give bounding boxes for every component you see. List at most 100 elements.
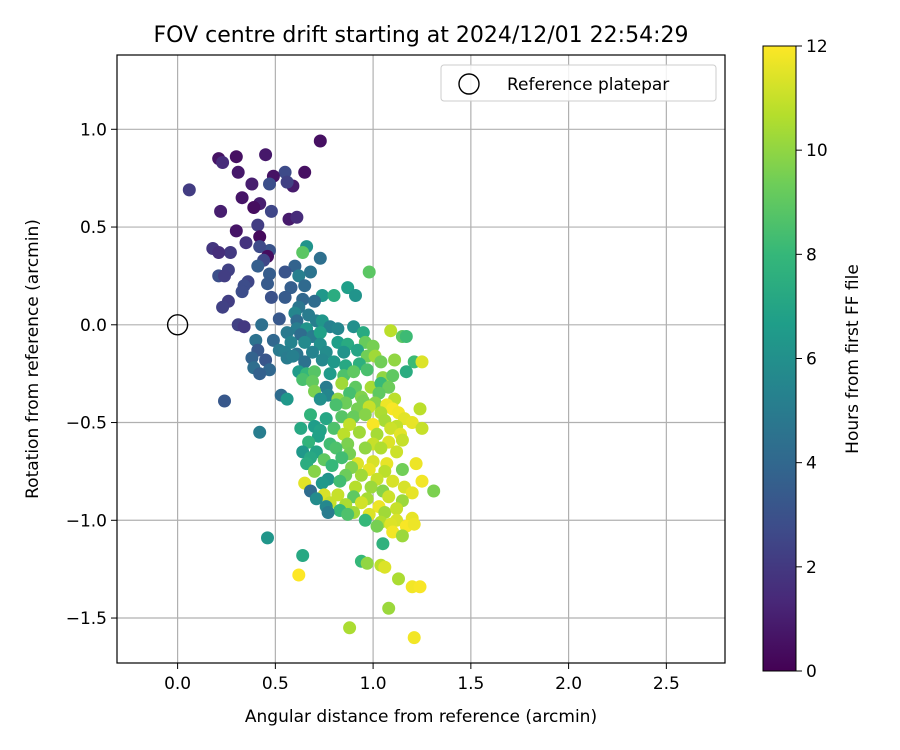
data-point bbox=[309, 492, 323, 506]
data-point bbox=[304, 408, 317, 422]
data-point bbox=[343, 418, 357, 431]
colorbar-label: Hours from first FF file bbox=[843, 264, 863, 454]
data-point bbox=[358, 408, 372, 422]
data-point bbox=[251, 218, 265, 232]
data-point bbox=[386, 369, 400, 383]
data-point bbox=[384, 324, 398, 338]
chart-title: FOV centre drift starting at 2024/12/01 … bbox=[154, 23, 689, 48]
data-point bbox=[358, 441, 372, 455]
legend: Reference platepar bbox=[440, 64, 717, 102]
x-tick-label: 0.0 bbox=[164, 674, 191, 694]
colorbar-tick-label: 12 bbox=[806, 37, 828, 57]
data-point bbox=[321, 506, 335, 519]
data-point bbox=[306, 375, 319, 388]
data-point bbox=[405, 416, 419, 429]
data-point bbox=[182, 183, 196, 197]
data-point bbox=[333, 474, 347, 488]
data-point bbox=[329, 441, 343, 455]
data-point bbox=[364, 480, 378, 494]
legend-reference-icon bbox=[458, 73, 480, 95]
data-point bbox=[331, 335, 345, 349]
data-point bbox=[382, 601, 396, 615]
data-point bbox=[249, 333, 263, 347]
plot-frame bbox=[116, 54, 726, 664]
data-point bbox=[360, 556, 374, 570]
data-point bbox=[311, 429, 325, 443]
data-point bbox=[343, 386, 357, 400]
data-point bbox=[382, 380, 396, 394]
data-point bbox=[335, 376, 349, 390]
x-tick-label: 1.5 bbox=[457, 674, 484, 694]
data-point bbox=[286, 349, 300, 363]
data-point bbox=[362, 265, 376, 279]
data-point bbox=[235, 285, 249, 299]
data-point bbox=[218, 394, 231, 408]
data-point bbox=[245, 351, 259, 365]
x-tick-label: 2.0 bbox=[555, 674, 582, 694]
data-point bbox=[229, 224, 243, 238]
x-axis-label: Angular distance from reference (arcmin) bbox=[245, 707, 597, 727]
data-point bbox=[264, 290, 278, 304]
data-point bbox=[413, 402, 427, 416]
colorbar-tick-label: 6 bbox=[806, 350, 817, 370]
data-point bbox=[390, 502, 404, 516]
y-tick-label: −1.0 bbox=[66, 511, 107, 531]
data-point bbox=[395, 463, 409, 476]
data-point bbox=[296, 549, 310, 562]
reference-platepar-marker bbox=[166, 314, 189, 336]
data-point bbox=[308, 365, 321, 379]
data-point bbox=[325, 459, 339, 472]
data-point bbox=[392, 572, 405, 586]
colorbar-ticks: 0 2 4 6 8 10 12 bbox=[796, 37, 828, 682]
data-point bbox=[308, 464, 321, 478]
data-point bbox=[409, 457, 423, 471]
data-point bbox=[216, 156, 230, 169]
data-point bbox=[263, 177, 276, 191]
data-point bbox=[376, 537, 390, 551]
data-point bbox=[366, 418, 380, 431]
data-point bbox=[331, 322, 345, 336]
data-point bbox=[386, 474, 400, 488]
data-point bbox=[313, 251, 327, 265]
data-point bbox=[319, 412, 333, 426]
data-point bbox=[272, 312, 286, 326]
data-point bbox=[280, 392, 294, 406]
data-point bbox=[298, 165, 312, 179]
data-point bbox=[347, 365, 361, 379]
data-point bbox=[366, 339, 380, 353]
data-point bbox=[395, 433, 409, 447]
data-point bbox=[388, 353, 402, 367]
data-point bbox=[266, 333, 280, 347]
data-point bbox=[216, 300, 230, 314]
data-point bbox=[212, 246, 226, 259]
data-point bbox=[280, 326, 294, 340]
x-tick-label: 2.5 bbox=[653, 674, 680, 694]
y-tick-label: 1.0 bbox=[80, 120, 107, 140]
data-point bbox=[223, 246, 237, 259]
data-point bbox=[292, 568, 306, 582]
x-tick-label: 1.0 bbox=[360, 674, 387, 694]
colorbar: 0 2 4 6 8 10 12 Hours from first FF file bbox=[762, 37, 863, 682]
data-point bbox=[278, 265, 292, 279]
data-point bbox=[255, 318, 269, 332]
data-point bbox=[382, 490, 396, 504]
y-tick-label: −0.5 bbox=[66, 414, 107, 434]
data-point bbox=[306, 345, 319, 359]
data-point bbox=[245, 177, 259, 191]
data-point bbox=[280, 175, 294, 189]
data-point bbox=[427, 484, 441, 498]
data-point bbox=[231, 165, 245, 179]
data-point bbox=[284, 281, 298, 295]
data-point bbox=[413, 580, 427, 594]
data-point bbox=[399, 365, 413, 379]
data-point bbox=[372, 386, 386, 400]
data-point bbox=[237, 320, 251, 334]
data-point bbox=[407, 517, 421, 531]
data-point bbox=[343, 621, 357, 635]
data-point bbox=[278, 165, 292, 179]
data-point bbox=[253, 367, 267, 381]
data-point bbox=[290, 210, 304, 224]
data-point bbox=[407, 631, 421, 645]
data-point bbox=[370, 519, 384, 533]
